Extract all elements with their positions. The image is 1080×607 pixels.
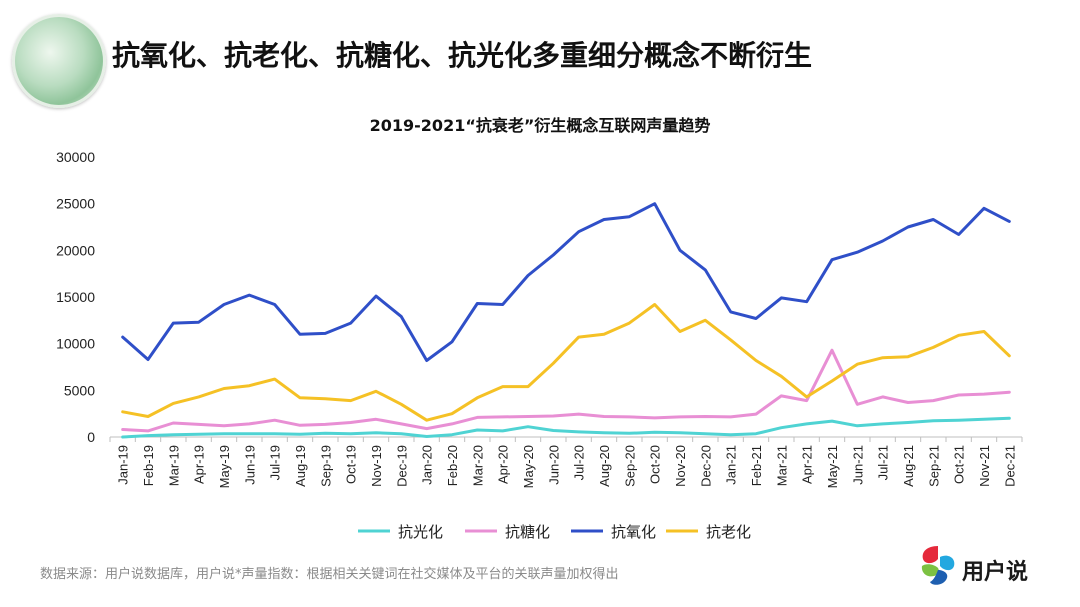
x-tick-label: Nov-19 bbox=[369, 445, 384, 487]
x-tick-label: Nov-20 bbox=[673, 445, 688, 487]
x-tick-label: Jul-21 bbox=[876, 445, 891, 480]
x-tick-label: Feb-21 bbox=[749, 445, 764, 486]
decorative-logo-circle bbox=[12, 14, 106, 108]
x-tick-label: Aug-19 bbox=[293, 445, 308, 487]
series-line-2 bbox=[121, 348, 1011, 433]
x-tick-label: Jan-20 bbox=[420, 445, 435, 485]
chart-title: 2019-2021“抗衰老”衍生概念互联网声量趋势 bbox=[369, 116, 711, 135]
legend-label: 抗糖化 bbox=[505, 523, 550, 541]
x-tick-label: Mar-19 bbox=[166, 445, 181, 486]
x-tick-label: Apr-19 bbox=[192, 445, 207, 484]
series-line-4 bbox=[121, 303, 1011, 422]
x-tick-label: Feb-19 bbox=[141, 445, 156, 486]
y-tick-label: 0 bbox=[87, 429, 95, 445]
x-tick-label: Jan-21 bbox=[724, 445, 739, 485]
x-tick-label: Dec-19 bbox=[394, 445, 409, 487]
y-tick-label: 20000 bbox=[56, 242, 95, 258]
y-tick-label: 10000 bbox=[56, 336, 95, 352]
y-tick-label: 30000 bbox=[56, 149, 95, 165]
x-tick-label: Sep-21 bbox=[926, 445, 941, 487]
y-tick-label: 5000 bbox=[64, 382, 95, 398]
x-tick-label: Oct-21 bbox=[952, 445, 967, 484]
x-tick-label: Aug-20 bbox=[597, 445, 612, 487]
series-line-3 bbox=[121, 202, 1011, 362]
x-tick-label: Jun-20 bbox=[546, 445, 561, 485]
x-tick-label: Jun-19 bbox=[242, 445, 257, 485]
x-tick-label: Feb-20 bbox=[445, 445, 460, 486]
x-tick-label: Nov-21 bbox=[977, 445, 992, 487]
x-tick-label: May-21 bbox=[825, 445, 840, 488]
y-tick-label: 25000 bbox=[56, 196, 95, 212]
x-tick-label: Oct-19 bbox=[344, 445, 359, 484]
x-tick-label: Jul-20 bbox=[572, 445, 587, 480]
legend-label: 抗老化 bbox=[706, 523, 751, 541]
x-tick-label: Mar-20 bbox=[470, 445, 485, 486]
x-tick-label: Jul-19 bbox=[268, 445, 283, 480]
x-tick-label: Apr-20 bbox=[496, 445, 511, 484]
x-tick-label: Dec-21 bbox=[1002, 445, 1017, 487]
x-tick-label: Jun-21 bbox=[850, 445, 865, 485]
source-note: 数据来源：用户说数据库，用户说*声量指数：根据相关关键词在社交媒体及平台的关联声… bbox=[40, 567, 619, 582]
x-tick-label: Jan-19 bbox=[116, 445, 131, 485]
x-tick-label: Sep-19 bbox=[318, 445, 333, 487]
x-tick-label: May-20 bbox=[521, 445, 536, 488]
x-tick-label: Mar-21 bbox=[774, 445, 789, 486]
x-tick-label: Oct-20 bbox=[648, 445, 663, 484]
x-tick-label: Sep-20 bbox=[622, 445, 637, 487]
x-tick-label: Dec-20 bbox=[698, 445, 713, 487]
brand-mark-icon bbox=[921, 546, 955, 585]
x-tick-label: Aug-21 bbox=[901, 445, 916, 487]
legend-label: 抗氧化 bbox=[611, 523, 656, 541]
legend-label: 抗光化 bbox=[398, 523, 443, 541]
x-tick-label: May-19 bbox=[217, 445, 232, 488]
page-title: 抗氧化、抗老化、抗糖化、抗光化多重细分概念不断衍生 bbox=[112, 39, 813, 72]
brand-name: 用户说 bbox=[962, 560, 1029, 585]
series-line-1 bbox=[121, 416, 1011, 439]
x-tick-label: Apr-21 bbox=[800, 445, 815, 484]
y-tick-label: 15000 bbox=[56, 289, 95, 305]
